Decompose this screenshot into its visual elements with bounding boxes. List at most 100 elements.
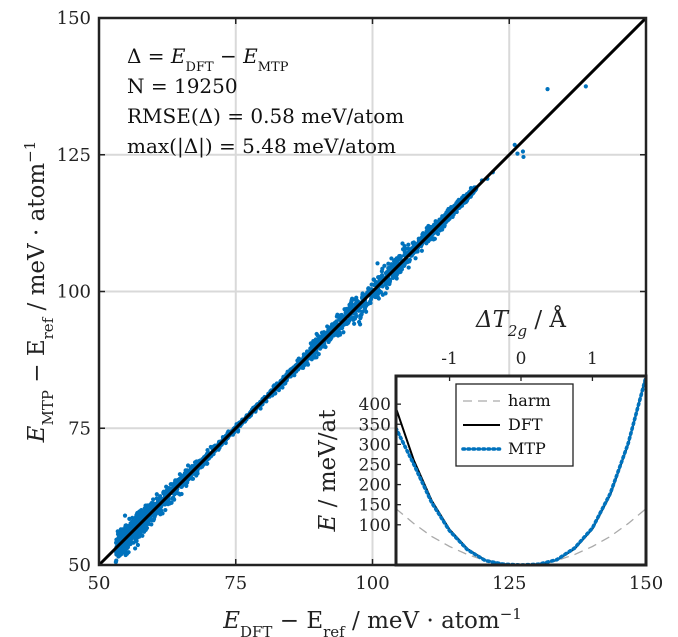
- scatter-point: [163, 507, 168, 513]
- scatter-point: [412, 241, 417, 246]
- scatter-point: [133, 546, 138, 551]
- scatter-point: [130, 515, 135, 520]
- scatter-point: [123, 547, 129, 552]
- scatter-point: [117, 547, 122, 552]
- inset-y-tick-label: 200: [359, 476, 391, 496]
- scatter-point: [117, 535, 122, 540]
- scatter-point: [366, 301, 371, 307]
- scatter-point: [369, 282, 374, 287]
- scatter-point: [185, 463, 191, 468]
- scatter-point: [113, 560, 118, 565]
- scatter-point: [325, 324, 330, 329]
- scatter-point: [402, 263, 407, 269]
- scatter-point: [151, 497, 156, 502]
- y-tick-label: 50: [68, 555, 91, 576]
- scatter-point: [424, 229, 429, 234]
- scatter-point: [135, 510, 140, 516]
- scatter-point: [468, 186, 474, 191]
- scatter-point: [132, 523, 137, 528]
- scatter-point: [122, 513, 128, 518]
- inset-series-mtp: [396, 376, 646, 565]
- scatter-point: [344, 321, 349, 327]
- scatter-point: [382, 263, 387, 268]
- x-tick-label: 75: [224, 573, 247, 594]
- scatter-point: [386, 266, 391, 271]
- legend-label-harm: harm: [508, 391, 551, 410]
- main-tick-labels: 50 75 100 125 150 50 75 100 125 150: [57, 8, 664, 594]
- scatter-point: [168, 482, 173, 487]
- annotation-line-2: N = 19250: [127, 74, 238, 98]
- y-tick-label: 150: [57, 8, 91, 29]
- scatter-point: [359, 295, 365, 300]
- scatter-point: [189, 476, 195, 481]
- scatter-point: [376, 296, 381, 301]
- scatter-point: [158, 494, 163, 499]
- scatter-point: [380, 284, 385, 289]
- scatter-point: [144, 525, 150, 531]
- y-tick-label: 125: [57, 145, 91, 166]
- reference-line: [97, 16, 648, 567]
- x-tick-label: 100: [355, 573, 389, 594]
- scatter-point: [118, 551, 124, 556]
- inset-y-tick-label: 350: [359, 415, 391, 435]
- scatter-point: [334, 314, 339, 319]
- annotation-line-4: max(|Δ|) = 5.48 meV/atom: [127, 134, 396, 159]
- scatter-point: [364, 309, 369, 314]
- scatter-point: [399, 267, 405, 272]
- scatter-point: [117, 530, 122, 535]
- scatter-point: [545, 87, 550, 92]
- inset-y-tick-label: 250: [359, 455, 391, 475]
- scatter-point: [337, 314, 343, 319]
- scatter-point: [309, 343, 314, 348]
- scatter-point: [406, 242, 411, 247]
- scatter-point: [375, 261, 380, 266]
- scatter-point: [441, 214, 446, 219]
- scatter-point: [347, 305, 352, 310]
- scatter-point: [583, 84, 588, 89]
- scatter-point: [194, 473, 199, 478]
- scatter-point: [413, 256, 418, 261]
- inset-x-tick-label: 1: [587, 349, 598, 369]
- y-tick-label: 75: [68, 418, 91, 439]
- scatter-point: [389, 262, 394, 267]
- scatter-point: [124, 551, 130, 556]
- scatter-point: [147, 503, 153, 508]
- inset-y-tick-label: 150: [359, 496, 391, 516]
- x-axis-label: EDFT − Eref / meV · atom−1: [222, 605, 522, 637]
- scatter-point: [154, 492, 159, 497]
- inset-y-tick-label: 400: [359, 395, 391, 415]
- inset-y-tick-label: 300: [359, 435, 391, 455]
- scatter-point: [348, 315, 353, 320]
- scatter-point: [521, 154, 526, 160]
- y-tick-label: 100: [57, 282, 91, 303]
- scatter-point: [154, 496, 159, 501]
- main-axis-labels: EDFT − Eref / meV · atom−1 EMTP − Eref / …: [21, 141, 522, 637]
- scatter-point: [336, 333, 341, 338]
- scatter-point: [132, 519, 137, 524]
- scatter-point: [386, 261, 391, 266]
- scatter-point: [515, 151, 520, 156]
- scatter-point: [149, 522, 154, 527]
- scatter-point: [402, 243, 407, 249]
- inset-x-tick-label: -1: [441, 349, 458, 369]
- scatter-point: [520, 149, 526, 154]
- annotation-line-3: RMSE(Δ) = 0.58 meV/atom: [127, 104, 404, 128]
- scatter-point: [398, 253, 403, 259]
- scatter-point: [428, 224, 434, 230]
- scatter-point: [137, 527, 142, 532]
- scatter-point: [142, 506, 147, 511]
- scatter-point: [351, 315, 356, 320]
- scatter-point: [139, 507, 144, 513]
- scatter-point: [431, 236, 436, 241]
- scatter-point: [166, 499, 171, 504]
- scatter-point: [115, 550, 120, 555]
- inset-y-tick-label: 100: [359, 516, 391, 536]
- scatter-point: [384, 285, 390, 291]
- scatter-point: [326, 327, 331, 333]
- scatter-point: [390, 275, 396, 281]
- scatter-point: [368, 297, 374, 302]
- inset-y-axis-label: E / meV/at: [315, 409, 341, 533]
- inset-legend: harm DFT MTP: [455, 383, 574, 467]
